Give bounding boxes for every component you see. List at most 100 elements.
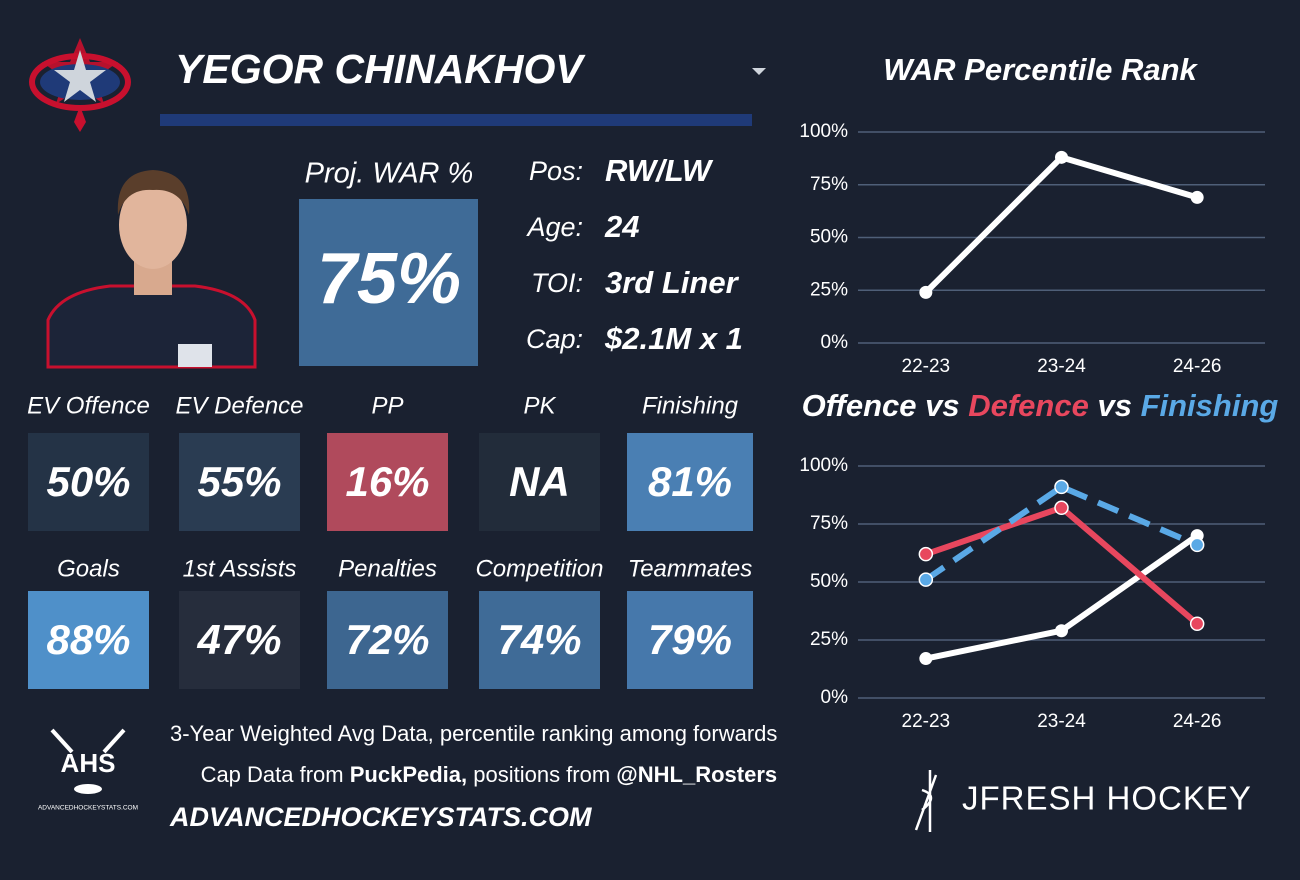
tile-box	[179, 591, 300, 689]
player-photo	[46, 168, 257, 369]
x-tick-label: 24-26	[1173, 711, 1222, 732]
tile-label: Penalties	[338, 555, 437, 582]
line	[924, 483, 1199, 583]
title-separator: vs	[917, 388, 969, 423]
info-label: Cap:	[526, 324, 583, 354]
tile-box	[627, 591, 753, 689]
tile-value: 72%	[345, 616, 429, 663]
tile-label: Goals	[57, 555, 120, 582]
tile-box	[479, 591, 600, 689]
point	[1055, 150, 1068, 164]
tile-value: 55%	[197, 458, 281, 505]
x-tick-label: 23-24	[1037, 356, 1086, 377]
tile-value: 79%	[648, 616, 732, 663]
footer-text: Cap Data from	[201, 762, 350, 787]
ahs-small: ADVANCEDHOCKEYSTATS.COM	[38, 805, 138, 812]
info-label: Age:	[525, 212, 583, 242]
x-tick-label: 23-24	[1037, 711, 1086, 732]
info-value: 24	[604, 209, 639, 244]
tile-box	[179, 433, 300, 531]
tile-value: 50%	[46, 458, 130, 505]
tile-label: 1st Assists	[183, 555, 297, 582]
y-tick-label: 0%	[821, 332, 849, 353]
y-tick-label: 75%	[810, 513, 848, 534]
tile-box	[327, 591, 448, 689]
jfresh-logo	[914, 770, 938, 832]
point	[919, 285, 933, 299]
tile-value: 16%	[345, 458, 429, 505]
line-chart: Offence vs Defence vs Finishing 0% 25% 50% 7…	[799, 388, 1278, 732]
y-tick-label: 0%	[821, 687, 849, 708]
info-value: 3rd Liner	[605, 265, 740, 300]
chart-title: WAR Percentile Rank	[883, 52, 1198, 87]
info-label: Pos:	[529, 156, 583, 186]
tile-box	[327, 433, 448, 531]
tile-box	[28, 591, 149, 689]
brand: JFRESH HOCKEY	[962, 780, 1252, 817]
player-name: YEGOR CHINAKHOV	[175, 46, 586, 92]
stat-tiles: EV Offence 50% EV Defence 55% PP 16% PK NA Finis…	[27, 392, 753, 689]
projected-label: Proj. WAR %	[305, 158, 474, 190]
legend-entry: Finishing	[1141, 388, 1279, 423]
point	[1054, 479, 1069, 495]
point	[919, 652, 933, 666]
tile-label: Competition	[475, 555, 603, 582]
point	[1189, 537, 1205, 553]
tile-label: PP	[371, 392, 403, 419]
x-tick-label: 22-23	[902, 711, 951, 732]
y-tick-label: 100%	[799, 121, 848, 142]
x-tick-label: 22-23	[902, 356, 951, 377]
ahs-text: AHS	[61, 748, 116, 778]
y-tick-label: 50%	[810, 571, 848, 592]
x-tick-label: 24-26	[1173, 356, 1222, 377]
y-tick-label: 100%	[799, 455, 848, 476]
info-value: $2.1M x 1	[604, 321, 743, 356]
tile-value: 81%	[648, 458, 732, 505]
point	[1055, 624, 1068, 638]
tile-label: Teammates	[628, 555, 753, 582]
y-tick-label: 50%	[810, 227, 848, 248]
point	[918, 546, 934, 562]
tile-value: NA	[509, 458, 570, 505]
info-list: Pos: RW/LW Age: 24 TOI: 3rd Liner Cap: $2.1M x …	[525, 153, 742, 356]
legend-entry: Defence	[968, 388, 1089, 423]
tile-box	[627, 433, 753, 531]
y-tick-label: 25%	[810, 279, 848, 300]
footer-line1: 3-Year Weighted Avg Data, percentile ran…	[170, 721, 777, 746]
legend-entry: Offence	[802, 388, 917, 423]
tile-value: 47%	[196, 616, 281, 663]
tile-box	[479, 433, 600, 531]
tile-label: EV Defence	[175, 392, 303, 419]
projected-box	[299, 199, 478, 366]
footer-text: positions from	[467, 762, 616, 787]
point	[918, 572, 934, 587]
charts: WAR Percentile Rank 0% 25% 50% 75% 100% 22-23 2…	[799, 52, 1278, 732]
dropdown-arrow[interactable]	[752, 68, 766, 75]
tile-value: 88%	[46, 616, 130, 663]
footer-site[interactable]: ADVANCEDHOCKEYSTATS.COM	[169, 802, 592, 832]
y-tick-label: 25%	[810, 629, 848, 650]
ahs-logo: AHS ADVANCEDHOCKEYSTATS.COM	[38, 728, 138, 812]
footer-link[interactable]: PuckPedia,	[350, 762, 467, 787]
title-separator: vs	[1089, 388, 1141, 423]
team-logo	[29, 38, 131, 132]
tile-label: PK	[523, 392, 556, 419]
info-label: TOI:	[531, 268, 583, 298]
point	[1054, 500, 1069, 516]
tile-label: Finishing	[642, 392, 739, 419]
tile-label: EV Offence	[27, 392, 150, 419]
projected-value: 75%	[317, 239, 461, 319]
tile-value: 74%	[497, 616, 581, 663]
chart-title: Offence vs Defence vs Finishing	[802, 388, 1279, 423]
footer-link[interactable]: @NHL_Rosters	[616, 762, 777, 787]
footer-line2: Cap Data from PuckPedia, positions from …	[170, 762, 795, 787]
y-tick-label: 75%	[810, 174, 848, 195]
point	[1189, 616, 1205, 632]
line-chart: WAR Percentile Rank 0% 25% 50% 75% 100% 22-23 2…	[799, 52, 1265, 377]
info-value: RW/LW	[605, 153, 714, 188]
tile-box	[28, 433, 149, 531]
point	[1190, 190, 1204, 204]
name-underline	[160, 114, 752, 126]
